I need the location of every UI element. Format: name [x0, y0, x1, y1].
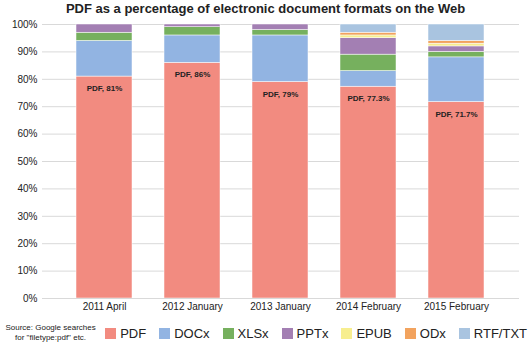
svg-text:0%: 0% — [23, 293, 38, 304]
svg-text:70%: 70% — [17, 101, 37, 112]
svg-text:10%: 10% — [17, 265, 37, 276]
html-text:ODx: ODx — [419, 325, 446, 341]
svg-text:60%: 60% — [17, 128, 37, 139]
svg-text:2013 January: 2013 January — [250, 301, 311, 312]
svg-text:90%: 90% — [17, 46, 37, 57]
svg-text:PDF, 71.7%: PDF, 71.7% — [435, 110, 477, 119]
html-text:PDF as a percentage of electro: PDF as a percentage of electronic docume… — [65, 1, 466, 16]
svg-text:PDF, 86%: PDF, 86% — [175, 70, 211, 79]
html-text:Source: Google searches for "f: Source: Google searches for "filetype:pd… — [5, 323, 96, 342]
svg-text:2015 February: 2015 February — [424, 301, 489, 312]
html-text:PPTx: PPTx — [296, 325, 329, 341]
html-text:EPUB: EPUB — [356, 325, 392, 341]
html-text:DOCx: DOCx — [174, 325, 210, 341]
svg-text:20%: 20% — [17, 238, 37, 249]
html-text:RTF/TXT: RTF/TXT — [473, 325, 527, 341]
svg-text:PDF, 77.3%: PDF, 77.3% — [347, 94, 389, 103]
svg-text:2012 January: 2012 January — [162, 301, 223, 312]
svg-text:2011 April: 2011 April — [83, 301, 127, 312]
svg-text:50%: 50% — [17, 156, 37, 167]
svg-text:2014 February: 2014 February — [336, 301, 401, 312]
svg-text:30%: 30% — [17, 211, 37, 222]
html-text:XLSx: XLSx — [237, 325, 269, 341]
svg-text:40%: 40% — [17, 183, 37, 194]
svg-text:100%: 100% — [12, 19, 38, 30]
html-text:PDF: PDF — [120, 325, 147, 341]
svg-text:PDF, 81%: PDF, 81% — [87, 84, 123, 93]
svg-text:PDF, 79%: PDF, 79% — [263, 90, 299, 99]
svg-text:80%: 80% — [17, 74, 37, 85]
